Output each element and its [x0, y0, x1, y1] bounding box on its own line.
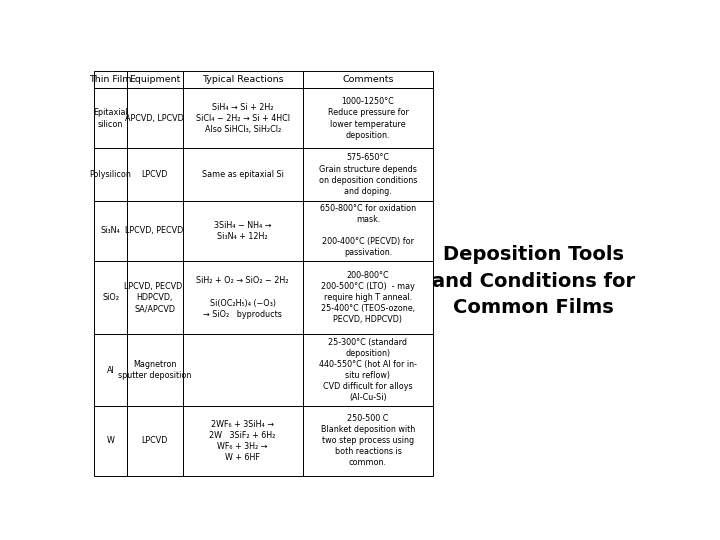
- Text: Thin Film: Thin Film: [89, 75, 132, 84]
- Bar: [183, 148, 303, 201]
- Bar: [94, 71, 127, 89]
- Bar: [303, 201, 433, 261]
- Text: 3SiH₄ − NH₄ →
Si₃N₄ + 12H₂: 3SiH₄ − NH₄ → Si₃N₄ + 12H₂: [214, 221, 271, 241]
- Text: Same as epitaxial Si: Same as epitaxial Si: [202, 170, 284, 179]
- Text: SiO₂: SiO₂: [102, 293, 119, 302]
- Bar: [303, 406, 433, 476]
- Bar: [183, 334, 303, 406]
- Bar: [127, 261, 183, 334]
- Bar: [94, 148, 127, 201]
- Bar: [94, 261, 127, 334]
- Bar: [303, 261, 433, 334]
- Text: Si₃N₄: Si₃N₄: [101, 226, 120, 235]
- Bar: [127, 71, 183, 89]
- Text: 1000-1250°C
Reduce pressure for
lower temperature
deposition.: 1000-1250°C Reduce pressure for lower te…: [328, 97, 408, 140]
- Text: Polysilicon: Polysilicon: [89, 170, 132, 179]
- Bar: [127, 148, 183, 201]
- Bar: [183, 89, 303, 148]
- Text: W: W: [107, 436, 114, 446]
- Text: Epitaxial
silicon: Epitaxial silicon: [93, 109, 128, 129]
- Bar: [183, 71, 303, 89]
- Bar: [94, 406, 127, 476]
- Text: LPCVD, PECVD,
HDPCVD,
SA/APCVD: LPCVD, PECVD, HDPCVD, SA/APCVD: [125, 282, 185, 313]
- Bar: [127, 201, 183, 261]
- Bar: [303, 71, 433, 89]
- Text: Magnetron
sputter deposition: Magnetron sputter deposition: [118, 360, 192, 380]
- Text: SiH₄ → Si + 2H₂
SiCl₄ − 2H₂ → Si + 4HCl
Also SiHCl₃, SiH₂Cl₂: SiH₄ → Si + 2H₂ SiCl₄ − 2H₂ → Si + 4HCl …: [196, 103, 289, 134]
- Text: Al: Al: [107, 366, 114, 375]
- Text: SiH₂ + O₂ → SiO₂ − 2H₂

Si(OC₂H₅)₄ (−O₃)
→ SiO₂   byproducts: SiH₂ + O₂ → SiO₂ − 2H₂ Si(OC₂H₅)₄ (−O₃) …: [197, 276, 289, 319]
- Text: 575-650°C
Grain structure depends
on deposition conditions
and doping.: 575-650°C Grain structure depends on dep…: [319, 153, 417, 196]
- Text: LPCVD, PECVD: LPCVD, PECVD: [125, 226, 184, 235]
- Bar: [94, 89, 127, 148]
- Text: 650-800°C for oxidation
mask.

200-400°C (PECVD) for
passivation.: 650-800°C for oxidation mask. 200-400°C …: [320, 204, 416, 258]
- Bar: [94, 334, 127, 406]
- Text: LPCVD: LPCVD: [141, 170, 168, 179]
- Bar: [127, 89, 183, 148]
- Bar: [183, 201, 303, 261]
- Bar: [127, 406, 183, 476]
- Bar: [303, 148, 433, 201]
- Text: 25-300°C (standard
deposition)
440-550°C (hot Al for in-
situ reflow)
CVD diffic: 25-300°C (standard deposition) 440-550°C…: [319, 338, 417, 402]
- Text: Comments: Comments: [342, 75, 394, 84]
- Bar: [127, 334, 183, 406]
- Bar: [183, 406, 303, 476]
- Text: Equipment: Equipment: [129, 75, 180, 84]
- Bar: [183, 261, 303, 334]
- Text: Typical Reactions: Typical Reactions: [202, 75, 284, 84]
- Text: 200-800°C
200-500°C (LTO)  - may
require high T anneal.
25-400°C (TEOS-ozone,
PE: 200-800°C 200-500°C (LTO) - may require …: [321, 271, 415, 324]
- Text: APCVD, LPCVD: APCVD, LPCVD: [125, 114, 184, 123]
- Bar: [303, 334, 433, 406]
- Text: 2WF₆ + 3SiH₄ →
2W   3SiF₂ + 6H₂
WF₆ + 3H₂ →
W + 6HF: 2WF₆ + 3SiH₄ → 2W 3SiF₂ + 6H₂ WF₆ + 3H₂ …: [210, 420, 276, 462]
- Text: Deposition Tools
and Conditions for
Common Films: Deposition Tools and Conditions for Comm…: [432, 245, 635, 317]
- Text: LPCVD: LPCVD: [141, 436, 168, 446]
- Bar: [94, 201, 127, 261]
- Text: 250-500 C
Blanket deposition with
two step process using
both reactions is
commo: 250-500 C Blanket deposition with two st…: [321, 414, 415, 468]
- Bar: [303, 89, 433, 148]
